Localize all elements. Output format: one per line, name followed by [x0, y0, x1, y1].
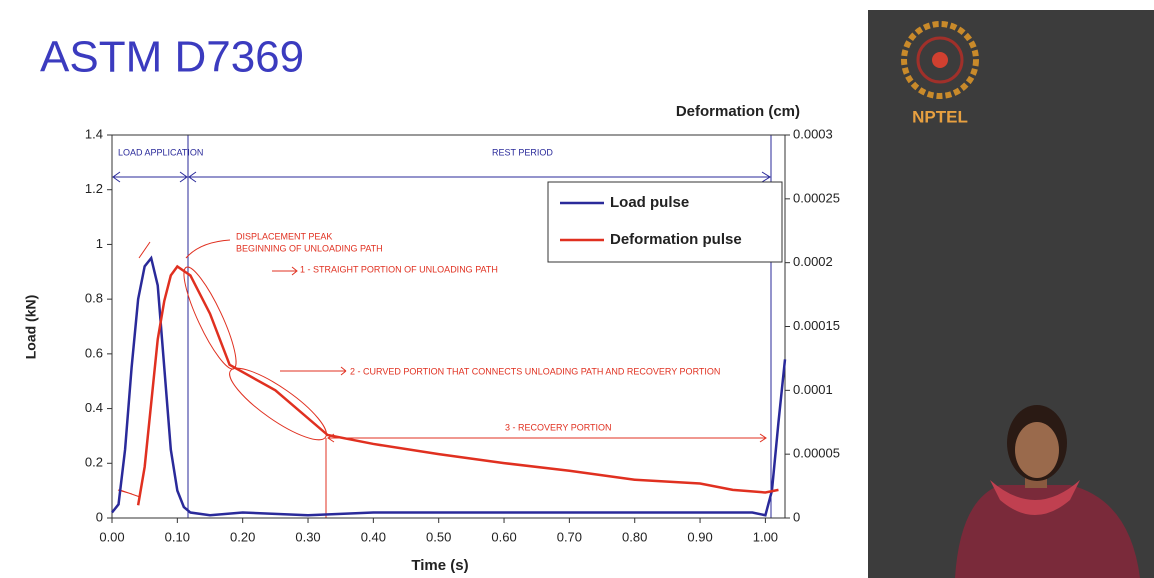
- y-axis-label: Load (kN): [23, 295, 39, 360]
- x-tick-label: 0.80: [622, 529, 647, 544]
- y-tick-label: 0.2: [85, 455, 103, 470]
- x-tick-label: 0.50: [426, 529, 451, 544]
- slide-title: ASTM D7369: [40, 33, 304, 82]
- y-tick-label: 0.6: [85, 345, 103, 360]
- x-tick-label: 0.20: [230, 529, 255, 544]
- y-tick-label: 1.4: [85, 126, 103, 141]
- y-tick-label: 0.4: [85, 400, 103, 415]
- x-tick-label: 0.70: [557, 529, 582, 544]
- logo-text: NPTEL: [912, 107, 968, 126]
- x-tick-label: 0.10: [165, 529, 190, 544]
- y2-tick-label: 0.0002: [793, 254, 833, 269]
- legend-label: Deformation pulse: [610, 231, 742, 248]
- y-tick-label: 0.8: [85, 291, 103, 306]
- annotation: 2 - CURVED PORTION THAT CONNECTS UNLOADI…: [350, 366, 720, 376]
- y-tick-label: 1.2: [85, 181, 103, 196]
- annotation: BEGINNING OF UNLOADING PATH: [236, 243, 383, 253]
- y2-tick-label: 0.0003: [793, 126, 833, 141]
- slide: NPTEL ASTM D7369 Deformation (cm) Time (…: [0, 0, 1154, 578]
- x-tick-label: 0.40: [361, 529, 386, 544]
- annotation: REST PERIOD: [492, 147, 553, 157]
- annotation: 3 - RECOVERY PORTION: [505, 422, 612, 432]
- y2-tick-label: 0: [793, 509, 800, 524]
- legend-label: Load pulse: [610, 194, 689, 211]
- x-tick-label: 0.60: [491, 529, 516, 544]
- y2-axis-label: Deformation (cm): [676, 103, 800, 120]
- annotation: DISPLACEMENT PEAK: [236, 231, 332, 241]
- y2-tick-label: 0.00025: [793, 190, 840, 205]
- annotation: 1 - STRAIGHT PORTION OF UNLOADING PATH: [300, 264, 498, 274]
- x-tick-label: 0.00: [99, 529, 124, 544]
- y-tick-label: 1: [96, 236, 103, 251]
- y2-tick-label: 0.00005: [793, 446, 840, 461]
- y-tick-label: 0: [96, 509, 103, 524]
- x-tick-label: 1.00: [753, 529, 778, 544]
- x-tick-label: 0.30: [295, 529, 320, 544]
- y2-tick-label: 0.0001: [793, 382, 833, 397]
- y2-tick-label: 0.00015: [793, 318, 840, 333]
- x-axis-label: Time (s): [411, 557, 468, 574]
- annotation: LOAD APPLICATION: [118, 147, 203, 157]
- x-tick-label: 0.90: [687, 529, 712, 544]
